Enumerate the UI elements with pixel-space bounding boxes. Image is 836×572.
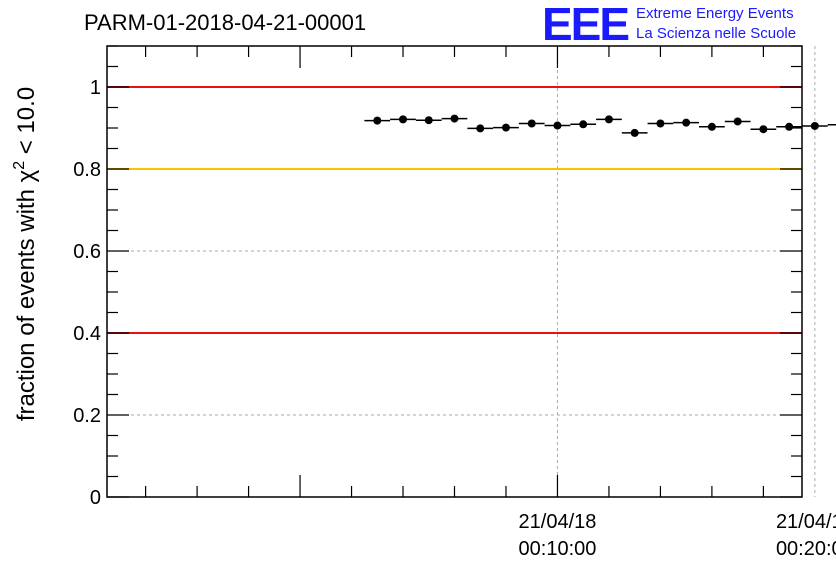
chart-title: PARM-01-2018-04-21-00001 bbox=[84, 10, 366, 35]
y-tick-label: 0.6 bbox=[73, 241, 101, 263]
data-point bbox=[373, 116, 382, 125]
y-tick-label: 0.2 bbox=[73, 405, 101, 427]
data-point bbox=[527, 119, 536, 128]
y-tick-label: 0.4 bbox=[73, 323, 101, 345]
data-point bbox=[579, 120, 588, 129]
grid bbox=[107, 46, 816, 497]
x-tick-labels: 21/04/18 00:10:00 21/04/18 00:20:00 bbox=[519, 511, 836, 560]
logo-line1: Extreme Energy Events bbox=[636, 5, 794, 22]
y-tick-label: 0.8 bbox=[73, 159, 101, 181]
logo-mark: EEE bbox=[542, 0, 628, 50]
x-tick-date: 21/04/18 bbox=[519, 511, 597, 533]
data-point bbox=[682, 118, 691, 127]
y-tick-label: 0 bbox=[90, 487, 101, 509]
plot-frame bbox=[106, 45, 803, 498]
data-point bbox=[707, 122, 716, 131]
y-tick-label: 1 bbox=[90, 77, 101, 99]
x-tick-date: 21/04/18 bbox=[776, 511, 836, 533]
data-point bbox=[630, 128, 639, 137]
data-point bbox=[733, 117, 742, 126]
eee-logo: EEE Extreme Energy Events La Scienza nel… bbox=[542, 0, 796, 50]
data-point bbox=[553, 121, 562, 130]
data-series bbox=[364, 114, 836, 137]
y-axis-label: fraction of events with χ2 < 10.0 bbox=[11, 87, 40, 421]
data-point bbox=[501, 123, 510, 132]
reference-lines bbox=[107, 86, 802, 334]
x-tick-time: 00:10:00 bbox=[519, 538, 597, 560]
data-point bbox=[450, 114, 459, 123]
data-point bbox=[810, 121, 819, 130]
data-point bbox=[656, 119, 665, 128]
logo-line2: La Scienza nelle Scuole bbox=[636, 25, 796, 42]
data-point bbox=[399, 115, 408, 124]
data-point bbox=[424, 116, 433, 125]
x-tick-time: 00:20:00 bbox=[776, 538, 836, 560]
y-tick-labels: 0 0.2 0.4 0.6 0.8 1 bbox=[73, 77, 101, 509]
axes bbox=[106, 45, 803, 498]
data-point bbox=[759, 125, 768, 134]
data-point bbox=[476, 124, 485, 133]
data-point bbox=[604, 115, 613, 124]
data-point bbox=[785, 122, 794, 131]
